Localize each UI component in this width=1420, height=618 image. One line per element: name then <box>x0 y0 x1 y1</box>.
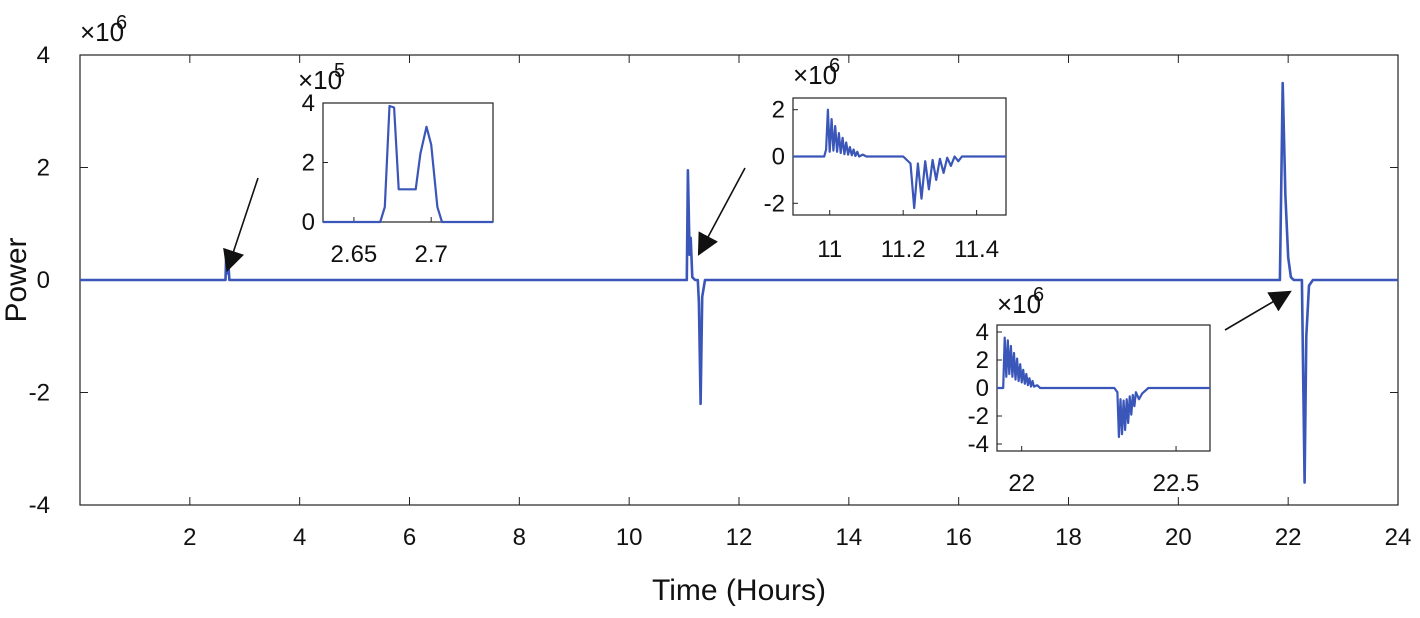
y-tick-label: 4 <box>976 319 989 346</box>
y-tick-label: 0 <box>772 144 785 171</box>
x-tick-label: 16 <box>945 524 972 551</box>
x-tick-label: 20 <box>1165 524 1192 551</box>
y-tick-label: 0 <box>302 209 315 236</box>
y-tick-label: -2 <box>29 380 50 407</box>
y-exponent-label: ×10 <box>793 60 837 90</box>
x-tick-label: 8 <box>513 524 526 551</box>
y-tick-label: 4 <box>37 42 50 69</box>
x-tick-label: 2 <box>183 524 196 551</box>
inset1-plot: 2.65 2.7 0 2 4×105 <box>298 60 494 268</box>
y-exponent-power: 6 <box>1033 284 1044 306</box>
x-tick-label: 11.4 <box>954 236 999 263</box>
y-tick-label: -2 <box>764 190 785 217</box>
series-line <box>793 108 1006 210</box>
y-tick-label: 2 <box>976 347 989 374</box>
x-tick-label: 24 <box>1385 524 1412 551</box>
y-tick-label: -4 <box>29 492 50 519</box>
x-tick-label: 11.2 <box>881 236 926 263</box>
y-exponent-label: ×10 <box>298 65 342 95</box>
annotation-arrow <box>697 167 746 256</box>
y-tick-label: 0 <box>976 375 989 402</box>
y-tick-label: 2 <box>37 155 50 182</box>
series-line <box>997 336 1210 439</box>
y-exponent-power: 6 <box>829 55 840 77</box>
series-line <box>323 104 493 224</box>
y-exponent-label: ×10 <box>80 17 124 47</box>
x-tick-label: 2.7 <box>414 241 447 268</box>
x-axis-label: Time (Hours) <box>652 574 826 607</box>
x-tick-label: 22 <box>1008 470 1035 497</box>
x-tick-label: 18 <box>1055 524 1082 551</box>
x-tick-label: 11 <box>817 236 842 263</box>
x-tick-label: 6 <box>403 524 416 551</box>
x-tick-label: 22.5 <box>1153 470 1200 497</box>
y-exponent-power: 6 <box>116 12 127 34</box>
y-tick-label: 0 <box>37 267 50 294</box>
x-tick-label: 12 <box>726 524 753 551</box>
y-tick-label: 4 <box>302 90 315 117</box>
plot-frame <box>322 102 494 223</box>
y-tick-label: -2 <box>968 403 989 430</box>
x-tick-label: 2.65 <box>331 241 378 268</box>
annotation-arrow <box>1224 290 1292 331</box>
x-tick-label: 14 <box>835 524 862 551</box>
x-tick-label: 10 <box>616 524 643 551</box>
y-tick-label: -4 <box>968 431 989 458</box>
y-tick-label: 2 <box>772 97 785 124</box>
y-axis-label: Power <box>0 237 33 322</box>
x-tick-label: 4 <box>293 524 306 551</box>
annotation-arrow <box>223 177 259 273</box>
y-exponent-power: 5 <box>334 60 345 82</box>
y-exponent-label: ×10 <box>997 289 1041 319</box>
inset2-plot: 11 11.2 11.4 -2 0 2 ×106 <box>764 55 1007 263</box>
x-tick-label: 22 <box>1275 524 1302 551</box>
y-tick-label: 2 <box>302 150 315 177</box>
